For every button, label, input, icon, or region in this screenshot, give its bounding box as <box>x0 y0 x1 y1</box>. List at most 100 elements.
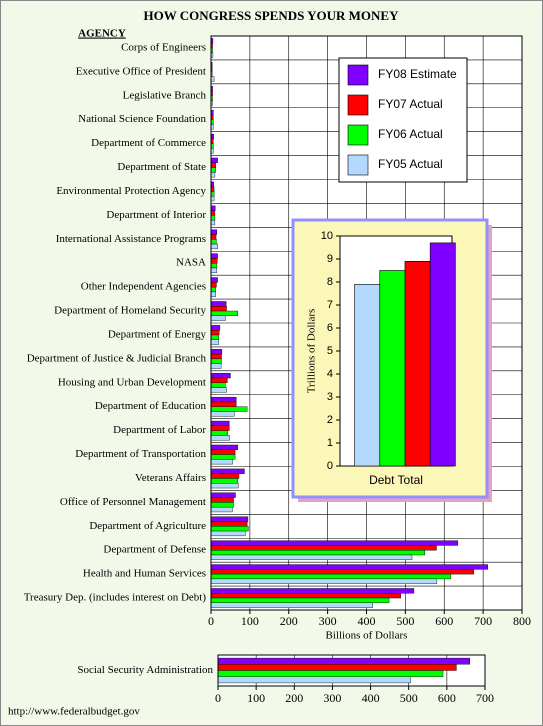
bar <box>210 420 230 427</box>
bar <box>210 569 474 575</box>
bar <box>210 210 216 216</box>
x-tick-label: 400 <box>362 691 380 705</box>
x-tick-label: 300 <box>319 614 337 628</box>
bar <box>210 530 246 537</box>
bar <box>210 172 216 178</box>
bar <box>210 243 218 250</box>
bar <box>210 325 221 331</box>
bar <box>210 267 218 273</box>
bar <box>210 229 218 235</box>
category-label: Housing and Urban Development <box>58 376 206 388</box>
x-tick-label: 500 <box>396 614 414 628</box>
bar <box>210 516 249 522</box>
category-label: Department of Homeland Security <box>54 305 206 317</box>
category-label: Department of Education <box>95 400 207 412</box>
y-tick-label: 6 <box>327 322 333 334</box>
bar <box>210 540 459 546</box>
category-label: Other Independent Agencies <box>81 281 206 293</box>
bar <box>210 444 239 450</box>
y-tick-label: 9 <box>327 253 333 265</box>
bar <box>210 373 231 379</box>
bar <box>217 657 470 665</box>
bar <box>210 353 222 360</box>
category-label: Office of Personnel Management <box>60 496 206 508</box>
bar <box>210 454 236 460</box>
x-tick-label: 200 <box>280 614 298 628</box>
x-tick-label: 100 <box>241 614 259 628</box>
bar <box>210 205 216 211</box>
category-label: NASA <box>176 257 206 269</box>
bar <box>210 286 216 293</box>
legend-label: FY05 Actual <box>378 157 443 171</box>
bar <box>210 387 227 393</box>
legend-swatch <box>347 64 369 86</box>
y-tick-label: 2 <box>327 414 333 426</box>
bar <box>210 157 218 163</box>
bar <box>210 406 248 412</box>
bar <box>210 506 233 513</box>
bar <box>210 545 437 551</box>
column-header: AGENCY <box>78 28 126 40</box>
bar <box>210 277 218 283</box>
x-tick-label: 0 <box>215 691 221 705</box>
y-tick-label: 8 <box>327 276 333 288</box>
x-tick-label: 800 <box>513 614 531 628</box>
bar <box>210 306 227 312</box>
y-tick-label: 4 <box>327 368 333 380</box>
category-label: Veterans Affairs <box>135 472 206 484</box>
bar <box>354 283 381 467</box>
bar <box>210 573 452 580</box>
bar <box>429 242 456 467</box>
bar <box>210 263 218 269</box>
category-label: Health and Human Services <box>83 568 206 580</box>
chart-title: HOW CONGRESS SPENDS YOUR MONEY <box>144 8 400 23</box>
legend-label: FY08 Estimate <box>378 67 457 81</box>
bar <box>217 676 411 684</box>
x-tick-label: 100 <box>247 691 265 705</box>
category-label: National Science Foundation <box>78 113 206 125</box>
plot-frame <box>217 654 486 687</box>
y-tick-label: 7 <box>327 299 333 311</box>
bar <box>210 497 234 503</box>
x-tick-label: 200 <box>285 691 303 705</box>
bar <box>210 578 438 584</box>
bar <box>210 430 228 436</box>
bar <box>210 253 218 259</box>
y-axis-label: Trillions of Dollars <box>306 309 318 394</box>
bar <box>210 449 236 455</box>
bar <box>210 234 217 240</box>
x-tick-label: 600 <box>435 614 453 628</box>
bar <box>210 425 230 431</box>
legend-label: FY06 Actual <box>378 127 443 141</box>
category-label: Treasury Dep. (includes interest on Debt… <box>24 592 207 604</box>
bar <box>210 301 227 307</box>
bar <box>210 358 222 364</box>
category-label: Department of Defense <box>103 544 206 556</box>
bar <box>210 593 401 599</box>
bar <box>217 670 444 677</box>
category-label: Department of Justice & Judicial Branch <box>27 352 207 364</box>
bar <box>210 329 220 336</box>
bar <box>210 492 236 498</box>
bar <box>210 597 390 604</box>
bar <box>210 239 217 245</box>
category-label: Social Security Administration <box>77 664 213 676</box>
category-label: Environmental Protection Agency <box>56 185 206 197</box>
category-label: Executive Office of President <box>76 65 206 77</box>
bar <box>210 554 413 560</box>
bar <box>210 315 226 321</box>
bar <box>210 468 245 474</box>
bar <box>404 260 431 467</box>
y-tick-label: 5 <box>327 345 333 357</box>
bar <box>210 483 239 489</box>
y-tick-label: 3 <box>327 391 333 403</box>
x-tick-label: 400 <box>358 614 376 628</box>
bar <box>210 602 373 608</box>
x-tick-label: 600 <box>438 691 456 705</box>
y-tick-label: 10 <box>321 230 333 242</box>
x-tick-label: 0 <box>208 614 214 628</box>
bar <box>210 550 426 556</box>
category-label: Department of Commerce <box>91 137 206 149</box>
plot-frame <box>210 35 523 611</box>
